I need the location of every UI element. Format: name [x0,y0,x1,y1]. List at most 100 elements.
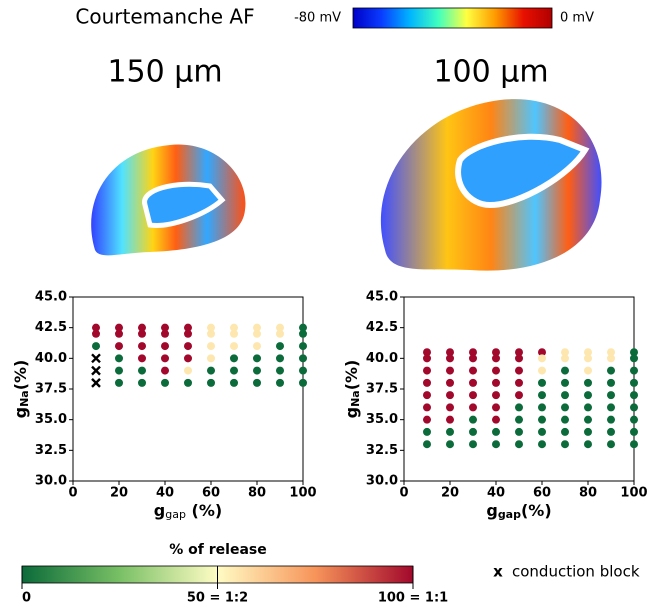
point [584,366,592,375]
point [423,415,431,424]
point [561,403,569,412]
point [561,391,569,400]
point [607,366,615,375]
point [138,342,146,351]
point [161,378,169,387]
point [607,348,615,357]
point [299,329,307,338]
point [607,403,615,412]
point [207,323,215,332]
y-axis-label: gNa(%) [342,360,363,419]
point [492,348,500,357]
point [538,415,546,424]
point [630,354,638,363]
point [253,354,261,363]
point [492,391,500,400]
point [584,354,592,363]
point [253,378,261,387]
x-tick-label: 40 [156,486,174,501]
point [446,391,454,400]
point [276,342,284,351]
point [492,378,500,387]
point [584,391,592,400]
point [515,354,523,363]
point [92,329,100,338]
point [469,403,477,412]
point [492,427,500,436]
point [299,342,307,351]
x-tick-label: 80 [579,486,597,501]
point [115,378,123,387]
x-tick-label: 0 [399,486,408,501]
point [538,366,546,375]
point [469,415,477,424]
point [184,378,192,387]
point [138,354,146,363]
panel-label: 100 µm [433,55,548,90]
point [253,329,261,338]
release-colorbar-title: % of release [169,542,266,558]
x-tick-label: 40 [487,486,505,501]
colorbar-tick-label: 0 [22,591,31,606]
point [538,427,546,436]
point [584,348,592,357]
point [207,329,215,338]
point [423,378,431,387]
y-tick-label: 42.5 [35,320,67,335]
point [446,415,454,424]
point [538,440,546,449]
point [276,366,284,375]
point [492,366,500,375]
x-tick-label: 20 [110,486,128,501]
point [138,366,146,375]
point [446,354,454,363]
y-tick-label: 40.0 [35,351,67,366]
point [184,329,192,338]
point [230,354,238,363]
point [446,378,454,387]
point [276,378,284,387]
point [184,323,192,332]
point [446,348,454,357]
point [138,378,146,387]
block-marker [91,353,101,364]
point [230,342,238,351]
point [607,415,615,424]
point [253,323,261,332]
point [607,354,615,363]
y-tick-label: 35.0 [366,412,398,427]
point [469,427,477,436]
point [230,378,238,387]
block-marker [91,378,101,388]
point [515,403,523,412]
point [161,323,169,332]
y-tick-label: 45.0 [366,290,398,305]
point [630,427,638,436]
point [515,440,523,449]
point [138,329,146,338]
point [515,415,523,424]
point [492,440,500,449]
y-tick-label: 35.0 [35,412,67,427]
point [92,342,100,351]
x-axis-label: ggap(%) [486,501,551,522]
point [423,391,431,400]
x-tick-label: 60 [202,486,220,501]
point [561,348,569,357]
point [207,342,215,351]
legend-label: conduction block [512,563,640,581]
colorbar-tick-label: 100 = 1:1 [378,591,448,606]
colorbar-max: 0 mV [560,11,594,26]
block-marker [91,365,101,376]
point [299,378,307,387]
point [469,378,477,387]
point [207,354,215,363]
point [446,366,454,375]
y-tick-label: 37.5 [35,382,67,397]
point [492,415,500,424]
point [630,440,638,449]
point [492,354,500,363]
point [230,366,238,375]
point [161,354,169,363]
